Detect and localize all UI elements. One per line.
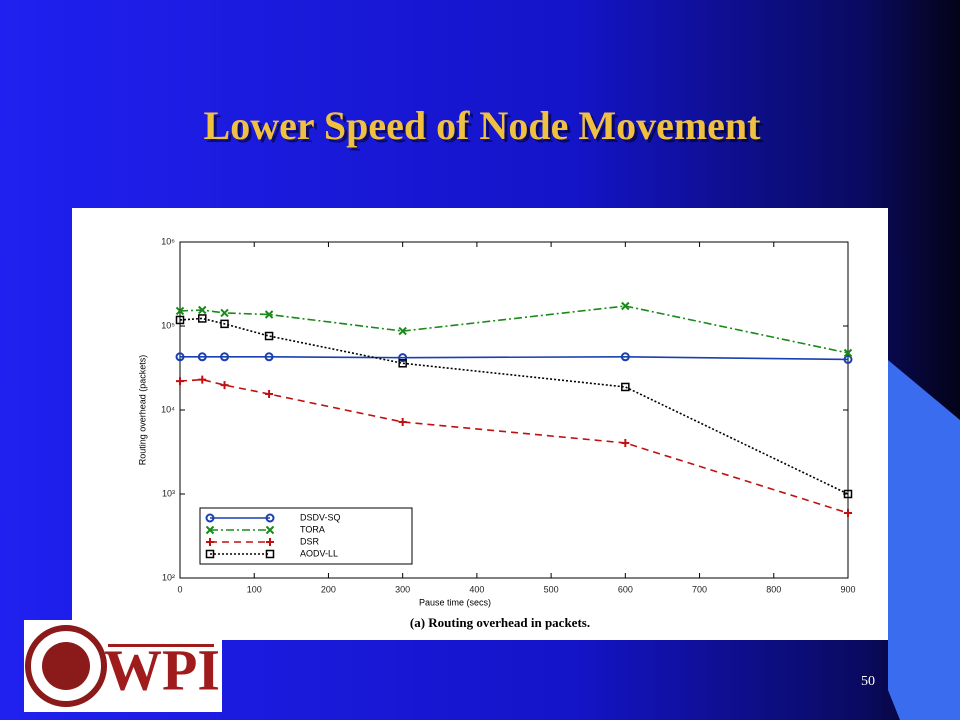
marker — [264, 310, 274, 319]
legend-label: AODV-LL — [300, 548, 338, 558]
marker — [266, 538, 274, 546]
legend-label: TORA — [300, 524, 325, 534]
marker — [265, 549, 275, 559]
x-tick-label: 100 — [247, 584, 262, 594]
x-tick-label: 700 — [692, 584, 707, 594]
page-number: 50 — [861, 674, 875, 689]
x-tick-label: 800 — [766, 584, 781, 594]
x-tick-label: 300 — [395, 584, 410, 594]
marker — [264, 331, 274, 341]
y-tick-label: 10⁴ — [161, 404, 175, 414]
marker — [205, 525, 215, 535]
marker — [198, 375, 207, 384]
x-tick-label: 0 — [177, 584, 182, 594]
legend-label: DSDV-SQ — [300, 512, 341, 522]
marker — [198, 314, 207, 323]
y-tick-label: 10⁶ — [161, 236, 175, 246]
x-tick-label: 600 — [618, 584, 633, 594]
marker — [265, 390, 274, 399]
marker — [206, 538, 214, 546]
x-tick-label: 200 — [321, 584, 336, 594]
marker — [398, 359, 407, 368]
caption: (a) Routing overhead in packets. — [410, 615, 590, 630]
x-tick-label: 400 — [469, 584, 484, 594]
marker — [844, 509, 852, 518]
marker — [621, 382, 630, 392]
marker — [265, 525, 275, 535]
marker — [220, 352, 230, 362]
marker — [843, 348, 853, 358]
marker — [220, 381, 229, 390]
marker — [220, 308, 229, 318]
marker — [843, 489, 853, 499]
y-axis-label: Routing overhead (packets) — [137, 355, 147, 466]
marker — [398, 326, 407, 336]
title-shadow: Lower Speed of Node Movement — [207, 106, 765, 151]
marker — [264, 352, 274, 362]
marker — [175, 352, 185, 362]
marker — [621, 438, 630, 447]
marker — [197, 352, 207, 362]
logo-rule — [108, 644, 214, 647]
x-tick-label: 900 — [840, 584, 855, 594]
legend-label: DSR — [300, 536, 320, 546]
marker — [205, 549, 215, 559]
marker — [398, 353, 408, 363]
marker — [398, 417, 407, 426]
chart-panel — [72, 208, 888, 640]
logo-text: WPI — [104, 637, 220, 702]
series-line — [180, 355, 849, 361]
y-tick-label: 10⁵ — [161, 320, 175, 330]
x-tick-label: 500 — [544, 584, 559, 594]
marker — [843, 354, 853, 364]
y-tick-label: 10² — [162, 572, 175, 582]
decor-wedge — [888, 360, 960, 720]
marker — [620, 352, 630, 362]
marker — [265, 513, 275, 523]
marker — [175, 315, 185, 325]
marker — [220, 319, 229, 329]
x-axis-label: Pause time (secs) — [419, 597, 491, 607]
logo-seal-center — [42, 642, 90, 690]
y-tick-label: 10³ — [162, 488, 175, 498]
marker — [175, 306, 185, 316]
slide-title: Lower Speed of Node Movement — [204, 103, 762, 148]
marker — [176, 377, 184, 386]
marker — [205, 513, 215, 523]
marker — [621, 301, 630, 311]
marker — [198, 305, 207, 315]
